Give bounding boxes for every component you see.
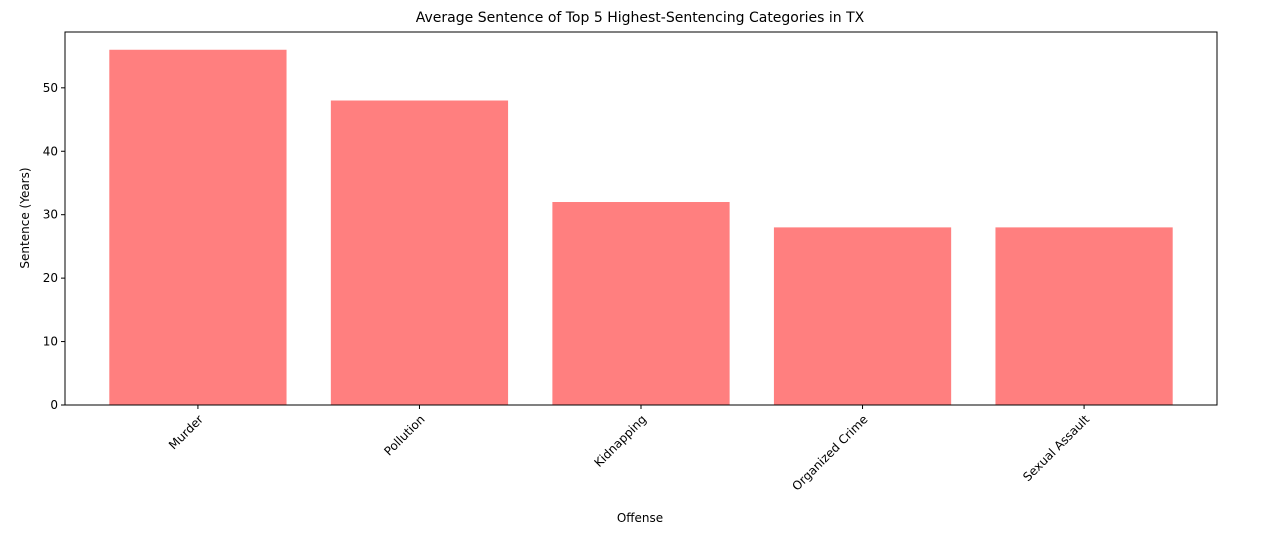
x-tick-label: Organized Crime	[789, 412, 870, 493]
plot-frame	[64, 31, 1218, 406]
y-axis: 0 10 20 30 40 50	[43, 81, 65, 412]
y-tick-label: 30	[43, 208, 58, 222]
x-tick-label: Murder	[166, 412, 206, 452]
bar-organized-crime	[773, 227, 952, 405]
bar-kidnapping	[552, 202, 730, 405]
x-axis: Murder Pollution Kidnapping Organized Crime…	[166, 405, 1092, 493]
y-tick-label: 40	[43, 144, 58, 158]
bar-sexual-assault	[995, 227, 1173, 405]
y-axis-label: Sentence (Years)	[18, 167, 32, 268]
bar-murder	[109, 49, 287, 406]
x-tick-label: Sexual Assault	[1020, 412, 1092, 484]
y-tick-label: 0	[50, 398, 58, 412]
y-tick-label: 50	[43, 81, 58, 95]
x-tick-label: Kidnapping	[591, 412, 649, 470]
bars-group	[109, 49, 1173, 406]
x-tick-label: Pollution	[381, 412, 427, 458]
chart-title: Average Sentence of Top 5 Highest-Senten…	[416, 10, 865, 26]
bar-pollution	[330, 100, 509, 406]
x-axis-label: Offense	[617, 511, 663, 525]
y-tick-label: 20	[43, 271, 58, 285]
y-tick-label: 10	[43, 335, 58, 349]
